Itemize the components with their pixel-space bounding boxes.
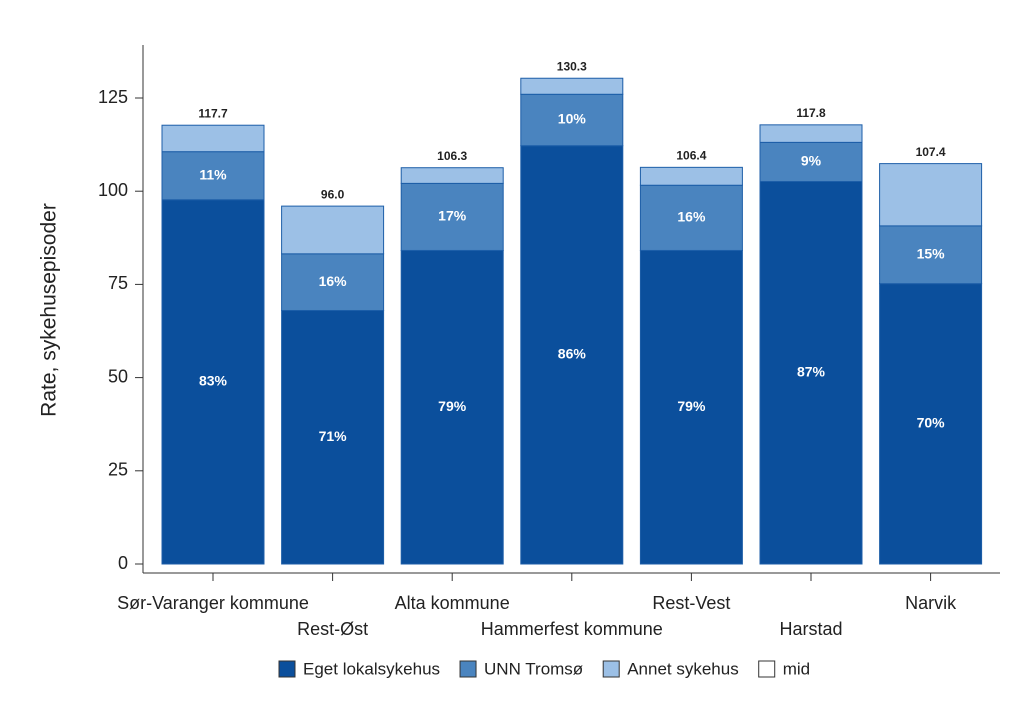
y-axis-label: Rate, sykehusepisoder (38, 203, 61, 417)
segment-label: 79% (438, 398, 467, 414)
bar-segment (879, 283, 983, 565)
x-tick-label: Rest-Vest (652, 593, 730, 613)
legend-swatch (459, 660, 477, 678)
legend-label: mid (783, 659, 810, 678)
segment-label: 16% (677, 209, 706, 225)
segment-label: 70% (917, 415, 946, 431)
bar-segment (161, 124, 265, 153)
segment-label: 71% (319, 428, 348, 444)
bar-segment (520, 77, 624, 95)
bar-segment (281, 205, 385, 255)
bar-segment (639, 184, 743, 251)
segment-label: 10% (558, 111, 587, 127)
bar-segment (281, 253, 385, 311)
total-label: 107.4 (916, 145, 946, 159)
segment-label: 83% (199, 373, 228, 389)
bar-segment (520, 145, 624, 565)
segment-label: 17% (438, 208, 467, 224)
bar-segment (520, 93, 624, 147)
x-tick-label: Sør-Varanger kommune (117, 593, 309, 613)
legend-label: Eget lokalsykehus (303, 659, 440, 678)
bar-segment (879, 163, 983, 227)
segment-label: 16% (319, 273, 348, 289)
bar-segment (759, 141, 863, 183)
legend-swatch (758, 660, 776, 678)
y-tick-label: 50 (108, 366, 128, 386)
total-label: 96.0 (321, 187, 345, 201)
legend-swatch (278, 660, 296, 678)
bar-segment (639, 166, 743, 186)
bar-segment (879, 225, 983, 285)
y-tick-label: 125 (98, 87, 128, 107)
segment-label: 86% (558, 346, 587, 362)
segment-label: 79% (677, 398, 706, 414)
total-label: 106.3 (437, 149, 467, 163)
total-label: 130.3 (557, 59, 587, 73)
y-tick-label: 100 (98, 180, 128, 200)
segment-label: 15% (917, 245, 946, 261)
x-tick-label: Narvik (905, 593, 957, 613)
segment-label: 9% (801, 153, 822, 169)
y-tick-label: 25 (108, 460, 128, 480)
bar-segment (400, 249, 504, 565)
x-tick-label: Rest-Øst (297, 619, 368, 639)
x-tick-label: Alta kommune (395, 593, 510, 613)
total-label: 106.4 (676, 149, 706, 163)
bar-segment (281, 309, 385, 565)
legend-label: Annet sykehus (627, 659, 739, 678)
legend-label: UNN Tromsø (484, 659, 583, 678)
bar-segment (400, 167, 504, 184)
total-label: 117.7 (198, 106, 228, 120)
legend-swatch (602, 660, 620, 678)
bar-segment (161, 199, 265, 565)
bar-segment (639, 249, 743, 565)
total-label: 117.8 (796, 106, 826, 120)
y-tick-label: 0 (118, 553, 128, 573)
bar-segment (161, 151, 265, 201)
x-tick-label: Harstad (779, 619, 842, 639)
segment-label: 87% (797, 363, 826, 379)
bar-segment (759, 124, 863, 143)
segment-label: 11% (199, 166, 227, 182)
x-tick-label: Hammerfest kommune (481, 619, 663, 639)
y-tick-label: 75 (108, 273, 128, 293)
bar-segment (759, 181, 863, 565)
